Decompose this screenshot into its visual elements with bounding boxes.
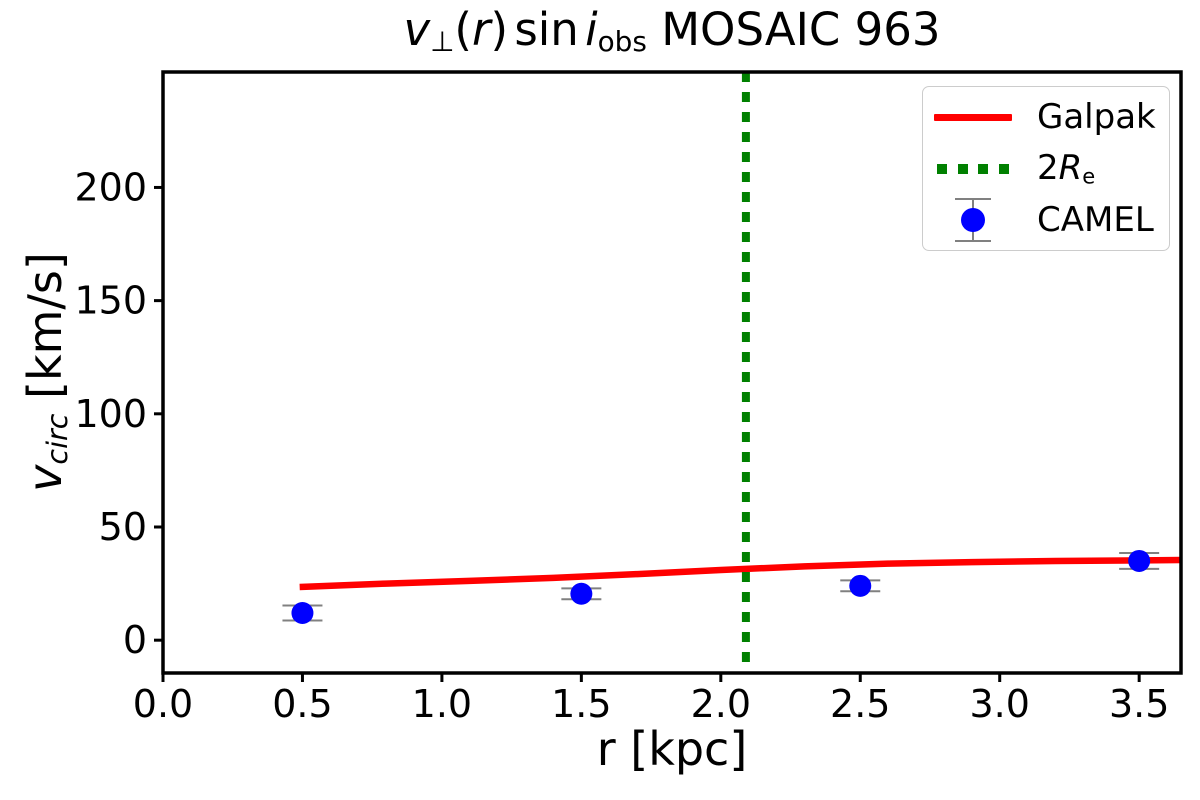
title-lparen: (	[454, 3, 472, 56]
blue-marker-icon	[933, 195, 1013, 245]
title-suffix: MOSAIC 963	[661, 3, 941, 56]
legend-item-camel: CAMEL	[933, 195, 1159, 245]
plot-border	[161, 70, 1183, 675]
x-tick-label: 2.5	[830, 682, 890, 726]
y-tick-label: 100	[74, 392, 147, 436]
camel-point	[849, 574, 872, 597]
galpak-line	[299, 556, 1182, 591]
title-v: v	[403, 3, 431, 56]
camel-point	[1128, 549, 1151, 572]
legend-marker-dot	[961, 207, 985, 232]
green-dotted-line-icon	[933, 163, 1013, 174]
red-line-icon	[933, 113, 1013, 121]
ylabel-v: v	[18, 464, 73, 492]
title-i: i	[585, 3, 598, 56]
x-axis-label: r [kpc]	[596, 722, 748, 776]
legend-label-2re: 2Re	[1037, 148, 1096, 189]
x-tick-label: 0.5	[272, 682, 332, 726]
camel-point	[291, 602, 314, 625]
y-axis-label: vcirc [km/s]	[18, 252, 74, 492]
camel-point	[570, 582, 593, 605]
x-tick-label: 3.0	[969, 682, 1029, 726]
legend: Galpak 2Re CAMEL	[922, 86, 1170, 251]
x-tick-label: 1.5	[551, 682, 611, 726]
x-tick-label: 3.5	[1109, 682, 1169, 726]
y-tick-label: 150	[74, 279, 147, 323]
title-perp-symbol: ⊥	[430, 24, 455, 58]
ylabel-circ-subscript: circ	[40, 413, 74, 465]
legend-item-2re: 2Re	[933, 144, 1159, 194]
title-r: r	[471, 3, 491, 56]
x-tick-label: 2.0	[691, 682, 751, 726]
x-tick-label: 0.0	[133, 682, 193, 726]
chart-title: v⊥(r) sin iobs MOSAIC 963	[163, 4, 1181, 58]
title-sin: sin	[514, 3, 579, 56]
ylabel-units: [km/s]	[18, 252, 73, 399]
legend-label-camel: CAMEL	[1037, 199, 1154, 240]
y-tick-label: 50	[99, 505, 147, 549]
x-tick-label: 1.0	[412, 682, 472, 726]
title-obs-subscript: obs	[597, 24, 647, 58]
legend-label-galpak: Galpak	[1037, 97, 1156, 138]
y-tick-label: 0	[123, 618, 147, 662]
legend-item-galpak: Galpak	[933, 92, 1159, 142]
title-rparen: )	[490, 3, 509, 56]
y-tick-label: 200	[74, 165, 147, 209]
